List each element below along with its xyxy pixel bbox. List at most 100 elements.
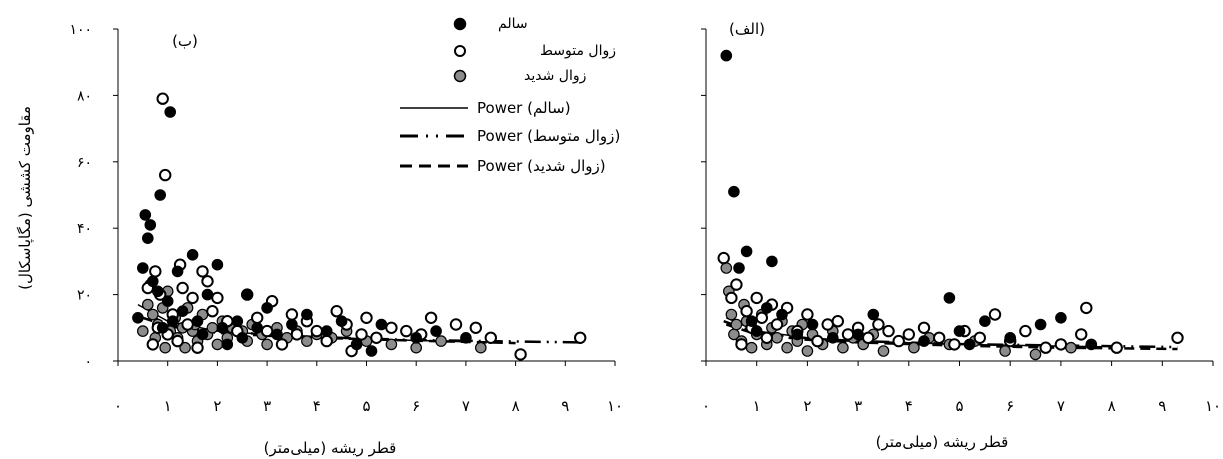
scatter-point-open <box>1019 324 1032 338</box>
scatter-point-filled <box>132 311 144 324</box>
scatter-point-open <box>290 328 304 341</box>
scatter-point-filled <box>1034 318 1047 331</box>
scatter-point-filled <box>728 185 740 198</box>
panel-b-x-axis-title: قطر ریشه (میلی‌متر) <box>264 439 397 457</box>
x-tick-label: ۰ <box>114 397 122 415</box>
scatter-point-gray <box>474 341 487 354</box>
scatter-point-gray <box>781 341 793 354</box>
scatter-point-filled <box>750 325 763 337</box>
scatter-point-open <box>181 318 194 331</box>
scatter-point-filled <box>271 328 283 341</box>
x-tick-label: ۰ <box>702 397 710 415</box>
scatter-point-filled <box>164 106 176 118</box>
scatter-point-gray <box>261 338 273 351</box>
scatter-point-open <box>973 331 986 344</box>
scatter-point-open <box>400 324 413 338</box>
scatter-point-gray <box>435 335 447 347</box>
legend-marker-gray <box>453 69 467 83</box>
scatter-point-open <box>1171 331 1184 344</box>
scatter-point-filled <box>171 265 184 278</box>
scatter-point-filled <box>806 318 819 331</box>
scatter-point-open <box>424 311 438 324</box>
scatter-point-filled <box>826 331 839 344</box>
legend-entry-power-healthy: Power (سالم) <box>400 99 571 117</box>
x-tick-label: ۴ <box>313 397 321 415</box>
scatter-point-filled <box>251 321 264 334</box>
scatter-point-open <box>186 291 199 305</box>
scatter-point-open <box>1054 338 1068 351</box>
scatter-point-gray <box>1029 348 1042 361</box>
x-tick-label: ۹ <box>1158 397 1166 415</box>
scatter-point-open <box>770 318 784 331</box>
x-tick-label: ۶ <box>412 397 420 415</box>
x-tick-label: ۱ <box>164 397 172 415</box>
scatter-point-open <box>176 281 189 295</box>
scatter-point-gray <box>410 341 422 354</box>
scatter-point-open <box>310 324 323 338</box>
scatter-point-filled <box>261 302 273 314</box>
panel-b-points <box>132 92 587 361</box>
legend-entry-power-severe: Power (زوال شدید) <box>400 157 606 175</box>
scatter-point-open <box>760 331 773 344</box>
scatter-point-open <box>933 331 946 344</box>
scatter-point-open <box>330 305 343 318</box>
scatter-point-filled <box>375 318 388 331</box>
scatter-point-open <box>196 265 209 278</box>
panel-alef-axes: ۰ ۱ ۲ ۳ ۴ ۵ ۶ ۷ ۸ ۹ ۱۰ <box>701 28 1221 415</box>
scatter-point-filled <box>410 331 422 344</box>
scatter-point-open <box>201 275 214 288</box>
scatter-point-filled <box>963 338 976 351</box>
x-tick-label: ۹ <box>561 397 569 415</box>
scatter-point-filled <box>144 219 157 231</box>
scatter-point-filled <box>1055 311 1067 324</box>
scatter-point-filled <box>350 338 363 351</box>
scatter-point-filled <box>231 315 244 327</box>
scatter-point-filled <box>161 295 174 307</box>
x-tick-label: ۸ <box>1108 397 1116 415</box>
scatter-point-open <box>717 251 730 265</box>
scatter-point-filled <box>236 331 249 344</box>
scatter-point-gray <box>385 338 398 351</box>
scatter-point-open <box>355 328 368 341</box>
legend-entry-power-moderate: Power (زوال متوسط) <box>400 127 620 145</box>
scatter-point-open <box>320 334 333 348</box>
x-tick-label: ۳ <box>854 397 862 415</box>
scatter-point-filled <box>137 262 149 274</box>
legend-entry-severe: زوال شدید <box>453 68 586 84</box>
scatter-point-open <box>917 321 931 334</box>
panel-alef-points <box>717 49 1184 361</box>
scatter-point-open <box>1080 301 1093 315</box>
scatter-point-gray <box>137 325 149 337</box>
scatter-point-open <box>191 341 204 354</box>
legend-label: زوال متوسط <box>540 43 616 59</box>
scatter-point-filled <box>286 318 298 331</box>
x-tick-label: ۲ <box>803 397 811 415</box>
legend-label: Power (سالم) <box>477 99 571 117</box>
x-tick-label: ۵ <box>955 397 963 415</box>
scatter-point-filled <box>791 328 804 341</box>
legend-entry-healthy: سالم <box>453 16 528 32</box>
x-tick-label: ۸ <box>512 397 520 415</box>
scatter-point-open <box>872 318 885 331</box>
scatter-point-filled <box>720 49 733 62</box>
scatter-point-open <box>948 338 961 351</box>
x-tick-label: ۲ <box>213 397 221 415</box>
scatter-point-filled <box>139 209 152 221</box>
scatter-point-filled <box>740 245 753 258</box>
scatter-point-filled <box>211 258 224 271</box>
y-tick-label: ۸۰ <box>77 88 92 104</box>
scatter-point-filled <box>852 328 864 341</box>
scatter-point-gray <box>725 308 738 321</box>
scatter-point-filled <box>166 315 179 327</box>
legend-label: زوال شدید <box>524 68 586 84</box>
scatter-point-open <box>514 348 527 361</box>
legend: سالم زوال متوسط زوال شدید Power (سالم) P… <box>400 16 620 175</box>
scatter-point-filled <box>867 308 880 321</box>
y-tick-label: ۰ <box>84 354 92 370</box>
scatter-point-open <box>251 311 264 324</box>
scatter-point-open <box>171 334 184 348</box>
scatter-point-filled <box>1085 338 1098 351</box>
scatter-point-gray <box>745 341 758 354</box>
scatter-point-open <box>1039 341 1052 354</box>
